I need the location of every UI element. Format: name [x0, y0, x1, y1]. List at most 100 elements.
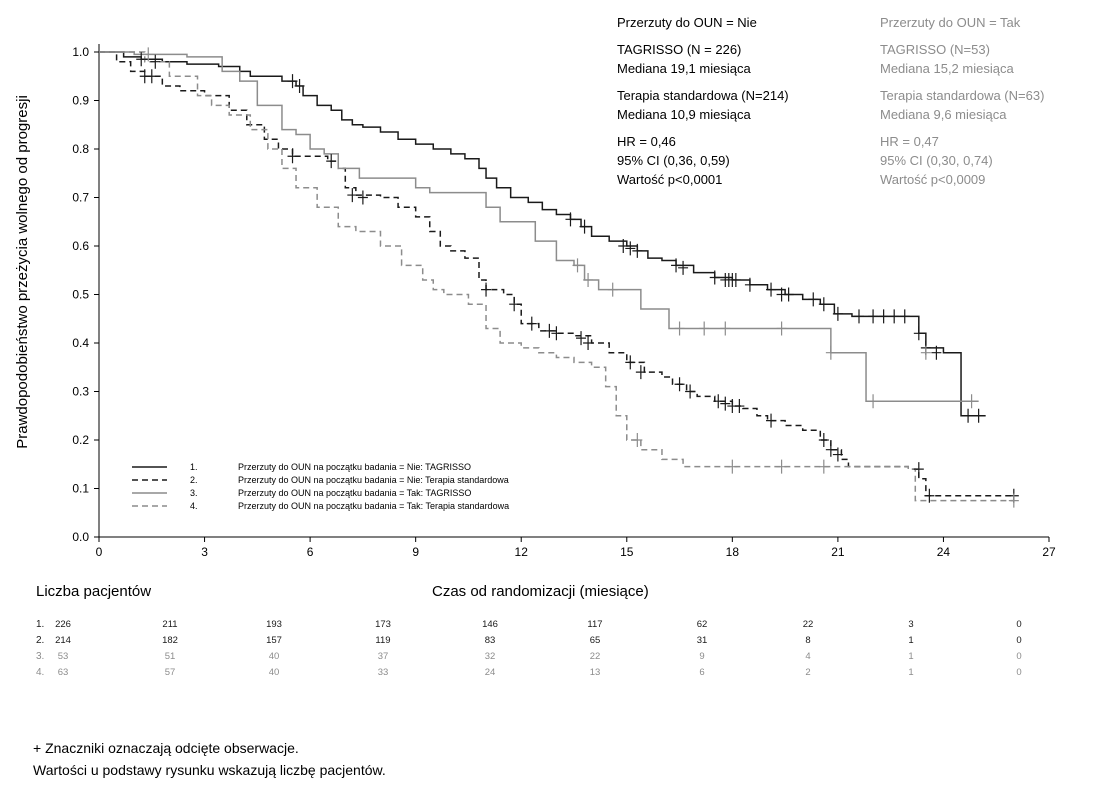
annot-right-median-tagrisso: Mediana 15,2 miesiąca	[880, 61, 1014, 76]
annot-left-header: Przerzuty do OUN = Nie	[617, 15, 757, 30]
risk-cell: 63	[57, 667, 69, 678]
risk-cell: 119	[375, 635, 391, 646]
y-tick-label: 0.5	[72, 288, 89, 302]
risk-cell: 53	[57, 651, 69, 662]
legend-number: 1.	[190, 462, 198, 472]
legend: 1. Przerzuty do OUN na początku badania =…	[132, 462, 509, 511]
risk-cell: 182	[162, 635, 178, 646]
legend-number: 3.	[190, 488, 198, 498]
censor-mark	[727, 459, 738, 474]
annot-left-median-tagrisso: Mediana 19,1 miesiąca	[617, 61, 751, 76]
censor-mark	[783, 287, 794, 302]
risk-cell: 211	[162, 619, 178, 630]
censor-mark	[146, 69, 157, 84]
censor-mark	[913, 326, 924, 341]
y-tick-label: 0.6	[72, 239, 89, 253]
censor-mark	[889, 309, 900, 324]
annot-right-ci: 95% CI (0,30, 0,74)	[880, 153, 993, 168]
censor-mark	[632, 433, 643, 447]
x-tick-label: 27	[1042, 545, 1056, 559]
legend-number: 2.	[190, 475, 198, 485]
y-tick-label: 0.1	[72, 482, 89, 496]
series-4-line	[99, 51, 1014, 502]
risk-cell: 117	[587, 619, 603, 630]
censor-mark	[709, 270, 720, 285]
censor-mark	[576, 331, 587, 346]
risk-cell: 1	[908, 667, 914, 678]
censor-mark	[776, 321, 787, 336]
censor-mark	[583, 336, 594, 350]
annotation-right: Przerzuty do OUN = Tak TAGRISSO (N=53) M…	[880, 13, 1044, 189]
censor-mark	[674, 377, 685, 392]
censor-mark	[920, 345, 931, 360]
risk-cell: 33	[377, 667, 389, 678]
censor-mark	[1008, 493, 1019, 508]
risk-cell: 62	[696, 619, 708, 630]
annot-left-n-tagrisso: TAGRISSO (N = 226)	[617, 42, 742, 57]
risk-cell: 146	[482, 619, 498, 630]
censor-mark	[551, 326, 562, 341]
y-tick-label: 0.0	[72, 530, 89, 544]
risk-cell: 31	[696, 635, 708, 646]
y-tick-label: 0.7	[72, 191, 89, 205]
annot-left-ci: 95% CI (0,36, 0,59)	[617, 153, 730, 168]
censor-mark	[572, 258, 583, 273]
censor-mark	[766, 282, 777, 297]
censor-mark	[674, 321, 685, 336]
risk-cell: 0	[1016, 667, 1022, 678]
legend-label: Przerzuty do OUN na początku badania = T…	[238, 488, 471, 498]
censor-mark	[973, 408, 984, 423]
annot-right-median-standard: Mediana 9,6 miesiąca	[880, 107, 1007, 122]
x-tick-label: 21	[831, 545, 845, 559]
y-tick-label: 0.8	[72, 142, 89, 156]
risk-cell: 83	[484, 635, 496, 646]
risk-cell: 40	[268, 667, 280, 678]
censor-mark	[625, 241, 636, 256]
annot-left-n-standard: Terapia standardowa (N=214)	[617, 88, 789, 103]
x-tick-label: 24	[937, 545, 951, 559]
censor-mark	[618, 239, 629, 253]
censor-mark	[625, 355, 636, 370]
x-tick-label: 3	[201, 545, 208, 559]
censor-mark	[150, 54, 161, 69]
censor-mark	[963, 408, 974, 423]
risk-row-label: 1.	[36, 619, 45, 630]
censor-mark	[720, 396, 731, 411]
legend-label: Przerzuty do OUN na początku badania = N…	[238, 462, 471, 472]
risk-cell: 157	[266, 635, 282, 646]
censor-mark	[635, 365, 646, 380]
censor-mark	[326, 154, 337, 169]
censor-mark	[544, 323, 555, 338]
x-tick-label: 6	[307, 545, 314, 559]
x-tick-label: 18	[726, 545, 740, 559]
risk-cell: 214	[55, 635, 71, 646]
footnote-censor: + Znaczniki oznaczają odcięte obserwacje…	[33, 740, 299, 756]
censor-mark	[565, 212, 576, 227]
risk-cell: 8	[805, 635, 811, 646]
censor-mark	[143, 47, 154, 62]
censor-mark	[579, 219, 590, 234]
censor-mark	[699, 321, 710, 336]
risk-cell: 0	[1016, 619, 1022, 630]
legend-label: Przerzuty do OUN na początku badania = T…	[238, 501, 509, 511]
risk-cell: 1	[908, 635, 914, 646]
censor-mark	[294, 78, 305, 93]
x-tick-label: 15	[620, 545, 634, 559]
censor-mark	[632, 243, 643, 258]
risk-table-title: Liczba pacjentów	[36, 583, 152, 600]
censor-mark	[854, 309, 864, 324]
risk-cell: 32	[484, 651, 496, 662]
annot-right-p: Wartość p<0,0009	[880, 172, 986, 187]
risk-cell: 3	[908, 619, 914, 630]
risk-cell: 51	[164, 651, 176, 662]
risk-cell: 6	[699, 667, 705, 678]
x-tick-label: 12	[515, 545, 529, 559]
risk-cell: 4	[805, 651, 811, 662]
risk-cell: 9	[699, 651, 705, 662]
censor-mark	[825, 442, 836, 457]
censor-mark	[924, 488, 935, 503]
censor-mark	[818, 297, 829, 312]
y-tick-label: 0.2	[72, 433, 89, 447]
risk-cell: 22	[802, 619, 814, 630]
censor-mark	[808, 292, 819, 307]
